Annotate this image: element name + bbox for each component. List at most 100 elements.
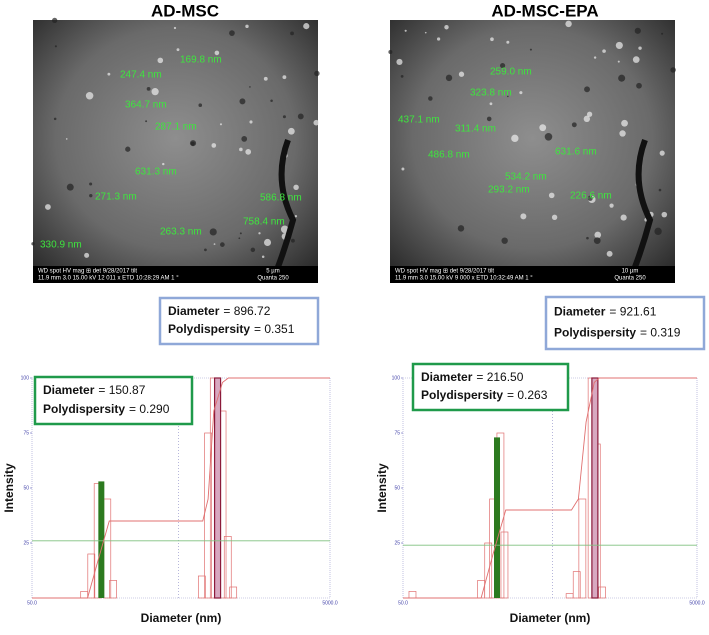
sem-footer-text: 11.9 mm 3.0 15.00 kV 12 011 x ETD 10:28:… — [38, 276, 179, 282]
sem-measure-label: 263.3 nm — [160, 227, 202, 238]
sem-particle — [214, 50, 220, 56]
info-value: = 0.319 — [640, 326, 681, 340]
sem-particle — [263, 238, 272, 246]
info-line: Diameter = 896.72 — [168, 304, 271, 318]
sem-particle — [593, 56, 597, 59]
sem-crack — [627, 138, 654, 282]
sem-particle — [303, 23, 310, 30]
sem-particle — [204, 248, 207, 252]
sem-footer — [33, 266, 318, 283]
sem-particle — [586, 236, 589, 240]
sem-particle — [211, 143, 217, 148]
sem-scale: 10 µm — [622, 269, 639, 275]
cumulative-line — [403, 377, 697, 599]
sem-particle — [584, 86, 590, 93]
sem-particle — [189, 140, 197, 147]
histogram-bar — [87, 553, 96, 599]
sem-measure-label: 631.6 nm — [555, 147, 597, 158]
sem-particle — [444, 25, 449, 30]
sem-scale: 5 µm — [266, 269, 279, 275]
info-box — [544, 295, 706, 351]
info-value: = 921.61 — [609, 305, 656, 319]
sem-particle — [250, 247, 256, 253]
sem-measure-label: 323.8 nm — [470, 88, 512, 99]
sem-particle — [594, 231, 602, 239]
sem-particle — [424, 31, 427, 34]
sem-particle — [146, 87, 151, 91]
info-label: Diameter — [43, 383, 95, 397]
sem-particle — [263, 76, 268, 81]
info-value: = 0.290 — [129, 402, 170, 416]
sem-particle — [261, 255, 265, 259]
sem-measure-label: 486.8 nm — [428, 150, 470, 161]
sem-particle — [544, 133, 553, 141]
cumulative-line — [32, 377, 330, 599]
sem-particle — [388, 50, 393, 55]
info-label: Polydispersity — [421, 388, 503, 402]
info-value: = 0.351 — [254, 322, 295, 336]
sem-particle — [602, 49, 606, 53]
info-label: Diameter — [554, 305, 606, 319]
y-tick-label: 75 — [23, 430, 29, 436]
histogram-bar — [197, 575, 206, 599]
sem-measure-label: 169.8 nm — [180, 55, 222, 66]
sem-particle — [638, 46, 642, 50]
sem-particle — [239, 232, 242, 235]
sem-measure-label: 259.0 nm — [490, 67, 532, 78]
info-box — [411, 362, 570, 412]
sem-particle — [401, 167, 405, 171]
sem-particle — [489, 102, 493, 106]
y-axis-label: Intensity — [2, 463, 16, 513]
sem-measure-label: 534.2 nm — [505, 172, 547, 183]
sem-measure-label: 311.4 nm — [455, 124, 496, 135]
info-label: Diameter — [421, 370, 473, 384]
histogram-bar — [565, 593, 574, 599]
sem-particle — [511, 134, 519, 143]
info-label: Polydispersity — [168, 322, 250, 336]
sem-particle — [500, 62, 506, 69]
sem-particle — [31, 242, 35, 246]
info-value: = 896.72 — [223, 304, 270, 318]
sem-particle — [606, 250, 613, 257]
info-value: = 150.87 — [98, 383, 145, 397]
sem-particle — [239, 98, 246, 105]
sem-measure-label: 437.1 nm — [398, 115, 440, 126]
sem-particle — [219, 123, 223, 126]
sem-measure-label: 586.8 nm — [260, 193, 302, 204]
sem-particle — [176, 48, 180, 52]
sem-particle — [539, 124, 547, 132]
info-label: Polydispersity — [554, 326, 636, 340]
sem-particle — [587, 195, 593, 201]
histogram-bar — [408, 591, 417, 599]
sem-particle — [157, 57, 164, 64]
sem-instrument: Quanta 250 — [257, 276, 289, 282]
sem-particle — [290, 31, 294, 36]
sem-particle — [65, 138, 68, 140]
sem-measure-label: 758.4 nm — [243, 217, 285, 228]
sem-footer — [390, 266, 675, 283]
y-tick-label: 25 — [394, 540, 400, 546]
sem-particle — [151, 88, 159, 96]
sem-particle — [619, 130, 626, 137]
sem-particle — [282, 115, 286, 119]
sem-measure-label: 631.3 nm — [135, 167, 177, 178]
sem-particle — [287, 127, 295, 135]
info-line: Diameter = 216.50 — [421, 370, 524, 384]
info-value: = 216.50 — [476, 370, 523, 384]
sem-measure-label: 287.1 nm — [155, 122, 197, 133]
sem-particle — [458, 71, 465, 77]
sem-particle — [620, 214, 627, 221]
sem-particle — [249, 120, 253, 124]
sem-particle — [238, 237, 241, 240]
sem-particle — [609, 203, 614, 208]
y-axis-label: Intensity — [375, 463, 389, 513]
sem-particle — [291, 238, 295, 243]
sem-particle — [85, 91, 94, 100]
sem-particle — [396, 58, 403, 66]
sem-particle — [634, 27, 641, 34]
info-line: Polydispersity = 0.351 — [168, 322, 295, 336]
sem-particle — [548, 192, 555, 199]
x-tick-label: 50.0 — [27, 600, 37, 606]
sem-particle — [245, 24, 249, 29]
sem-particle — [241, 136, 248, 142]
